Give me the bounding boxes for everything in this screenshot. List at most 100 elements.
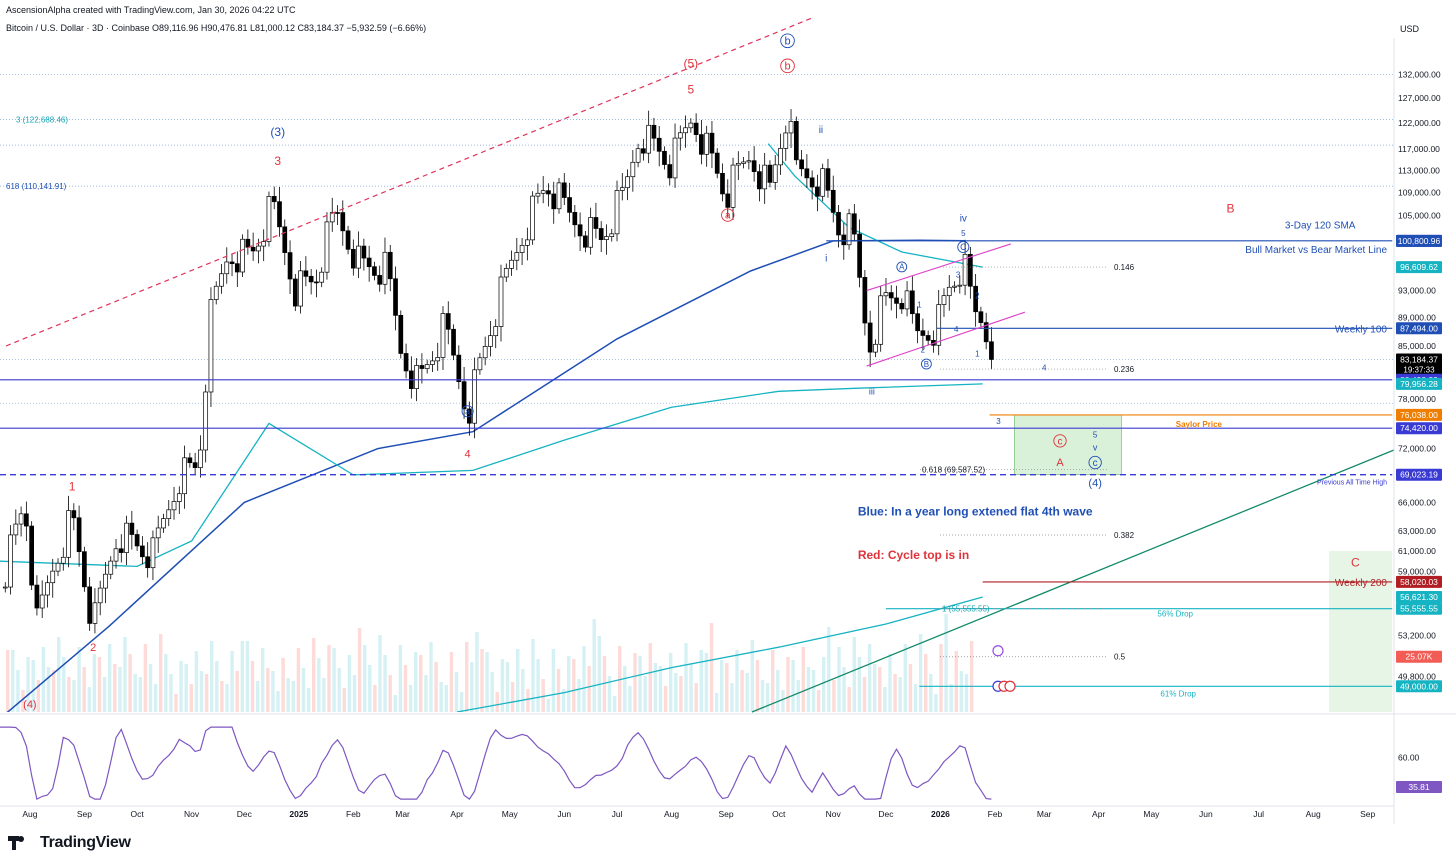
- volume-bar: [485, 652, 489, 712]
- candle: [825, 168, 831, 191]
- candle: [936, 304, 942, 346]
- volume-bar: [893, 674, 897, 712]
- time-tick-label: Dec: [237, 809, 253, 819]
- volume-bar: [465, 642, 469, 712]
- candle: [129, 522, 135, 535]
- wave-label: C: [1351, 555, 1360, 569]
- time-tick-label: May: [502, 809, 519, 819]
- candle: [561, 182, 567, 198]
- wave-label: ii: [819, 125, 823, 136]
- volume-bar: [878, 667, 882, 712]
- candle: [171, 501, 177, 511]
- candle: [87, 586, 93, 624]
- candle: [730, 164, 736, 208]
- symbol-legend[interactable]: Bitcoin / U.S. Dollar · 3D · Coinbase O8…: [6, 23, 427, 33]
- price-badge-label: 100,800.96: [1398, 236, 1441, 246]
- level-line-label: Saylor Price: [1176, 420, 1223, 429]
- wave-label: 4: [465, 448, 471, 460]
- candle: [277, 201, 282, 228]
- candle: [667, 164, 673, 179]
- price-tick-label: 63,000.00: [1398, 526, 1436, 536]
- volume-bar: [143, 644, 148, 712]
- volume-bar: [475, 632, 479, 712]
- candle: [952, 285, 957, 288]
- candle: [968, 253, 973, 287]
- wave-label: B: [924, 360, 929, 369]
- wave-label: 3: [956, 270, 961, 279]
- wave-label: a: [465, 406, 470, 416]
- candle: [250, 246, 256, 252]
- candle: [482, 346, 488, 359]
- candle: [820, 168, 826, 197]
- wave-label: (5): [684, 56, 699, 70]
- volume-bar: [41, 647, 46, 712]
- volume-bar: [816, 690, 821, 712]
- volume-bar: [276, 691, 280, 712]
- volume-bar: [755, 660, 760, 712]
- dotted-level-label: 618 (110,141.91): [6, 182, 67, 191]
- volume-bar: [403, 665, 408, 712]
- green-trendline: [751, 449, 1395, 713]
- candle: [308, 275, 314, 283]
- volume-bar: [46, 667, 51, 712]
- volume-bar: [699, 650, 703, 712]
- level-line-label: Bull Market vs Bear Market Line: [1245, 245, 1387, 256]
- price-axis: 132,000.00 127,000.00 122,000.00 117,000.00…: [1396, 69, 1442, 693]
- volume-bar: [918, 634, 923, 712]
- volume-bar: [414, 652, 418, 712]
- candle: [166, 509, 172, 519]
- volume-bar: [602, 656, 607, 712]
- candle: [878, 295, 884, 345]
- candle: [18, 513, 24, 525]
- candle: [403, 353, 409, 372]
- volume-bar: [220, 681, 224, 712]
- volume-bar: [164, 654, 168, 712]
- candle: [229, 261, 235, 265]
- volume-bar: [822, 657, 826, 712]
- candle: [208, 299, 214, 393]
- volume-bar: [888, 654, 892, 712]
- volume-bar: [587, 666, 591, 712]
- price-badge-label: 96,609.62: [1400, 262, 1438, 272]
- price-badge-label: 79,956.28: [1400, 379, 1438, 389]
- rsi-badge-label: 35.81: [1408, 782, 1430, 792]
- candle: [382, 251, 388, 285]
- candle: [50, 570, 56, 584]
- candle: [546, 190, 551, 195]
- candle: [356, 245, 361, 269]
- candle: [103, 573, 108, 589]
- candle: [683, 127, 688, 134]
- candle: [198, 449, 203, 468]
- wave-label: 5: [961, 229, 966, 238]
- volume-bar: [781, 690, 785, 712]
- candle: [983, 322, 989, 343]
- volume-bar: [225, 684, 229, 712]
- level-line-label: Weekly 100: [1335, 324, 1388, 335]
- candle: [124, 522, 129, 553]
- candle: [335, 212, 340, 214]
- price-chart[interactable]: 3 (122,688.46) 618 (110,141.91) Bull Marke…: [0, 0, 1456, 824]
- candle: [55, 562, 61, 572]
- price-badge-label: 58,020.03: [1400, 577, 1438, 587]
- candle: [13, 523, 19, 536]
- level-line-label: 56% Drop: [1157, 610, 1193, 619]
- candle: [535, 192, 541, 197]
- wave-label: c: [1058, 436, 1063, 447]
- wave-label-circle: [721, 208, 735, 222]
- wave-label: 2: [90, 642, 96, 654]
- volume-bar: [102, 677, 107, 712]
- wave-label: 3: [996, 417, 1001, 426]
- candle: [846, 213, 852, 246]
- candle: [161, 518, 166, 529]
- volume-bar: [363, 645, 367, 712]
- projection-box-c: [1328, 551, 1393, 712]
- price-tick-label: 117,000.00: [1398, 144, 1440, 154]
- wave-label: 4: [1042, 364, 1047, 373]
- volume-bar: [796, 680, 800, 712]
- tradingview-logo[interactable]: TradingView: [8, 834, 131, 852]
- currency-label[interactable]: USD: [1400, 24, 1420, 34]
- candle: [525, 239, 530, 246]
- volume-bar: [536, 659, 540, 712]
- volume-bar: [312, 638, 316, 712]
- candle: [978, 311, 984, 323]
